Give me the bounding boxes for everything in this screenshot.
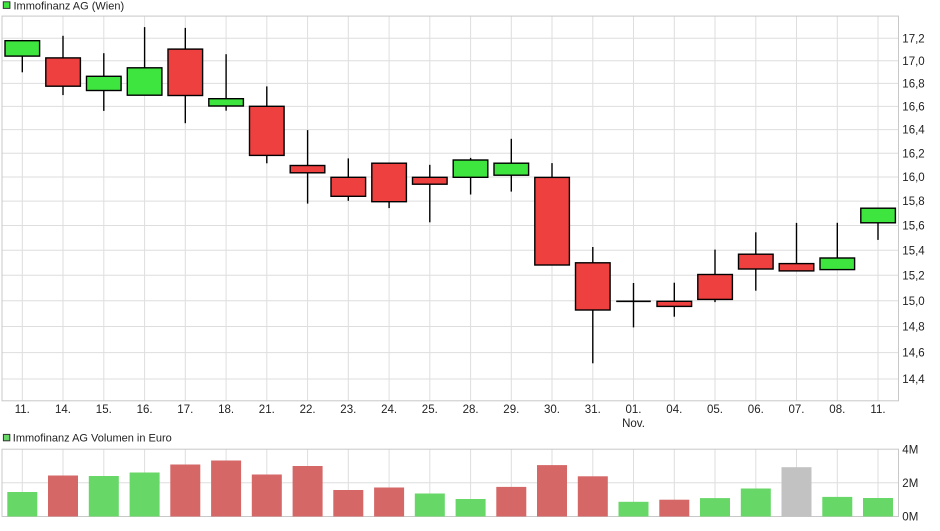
svg-text:04.: 04. [666, 404, 682, 416]
svg-text:30.: 30. [544, 404, 560, 416]
svg-text:31.: 31. [585, 404, 601, 416]
svg-text:14,6: 14,6 [902, 348, 924, 360]
svg-text:06.: 06. [748, 404, 764, 416]
svg-text:11.: 11. [870, 404, 885, 416]
svg-text:14.: 14. [55, 404, 71, 416]
svg-text:11.: 11. [15, 404, 30, 416]
svg-text:17.: 17. [177, 404, 193, 416]
svg-text:16,0: 16,0 [902, 172, 924, 184]
svg-text:28.: 28. [463, 404, 479, 416]
svg-text:17,2: 17,2 [902, 33, 924, 45]
svg-text:01.: 01. [626, 404, 642, 416]
svg-text:Nov.: Nov. [622, 418, 645, 430]
svg-text:14,4: 14,4 [902, 374, 925, 386]
svg-text:15,8: 15,8 [902, 196, 924, 208]
svg-text:18.: 18. [218, 404, 234, 416]
svg-text:0M: 0M [902, 511, 918, 523]
svg-text:05.: 05. [707, 404, 723, 416]
svg-text:29.: 29. [503, 404, 519, 416]
svg-text:24.: 24. [381, 404, 397, 416]
svg-text:16,8: 16,8 [902, 79, 924, 91]
svg-text:15,6: 15,6 [902, 221, 924, 233]
svg-text:15,0: 15,0 [902, 296, 924, 308]
svg-text:08.: 08. [829, 404, 845, 416]
svg-text:23.: 23. [340, 404, 356, 416]
svg-text:Immofinanz AG (Wien): Immofinanz AG (Wien) [14, 0, 125, 12]
svg-text:07.: 07. [789, 404, 805, 416]
svg-text:15.: 15. [96, 404, 112, 416]
svg-text:17,0: 17,0 [902, 56, 924, 68]
svg-text:Immofinanz AG Volumen in Euro: Immofinanz AG Volumen in Euro [13, 433, 172, 445]
svg-text:16,4: 16,4 [902, 125, 925, 137]
svg-text:16,2: 16,2 [902, 148, 924, 160]
svg-text:22.: 22. [300, 404, 316, 416]
svg-text:15,2: 15,2 [902, 270, 924, 282]
svg-text:14,8: 14,8 [902, 322, 924, 334]
svg-text:2M: 2M [902, 478, 918, 490]
svg-text:25.: 25. [422, 404, 438, 416]
svg-text:16.: 16. [137, 404, 153, 416]
svg-text:4M: 4M [902, 444, 918, 456]
svg-text:15,4: 15,4 [902, 245, 925, 257]
svg-text:16,6: 16,6 [902, 102, 924, 114]
svg-text:21.: 21. [259, 404, 275, 416]
